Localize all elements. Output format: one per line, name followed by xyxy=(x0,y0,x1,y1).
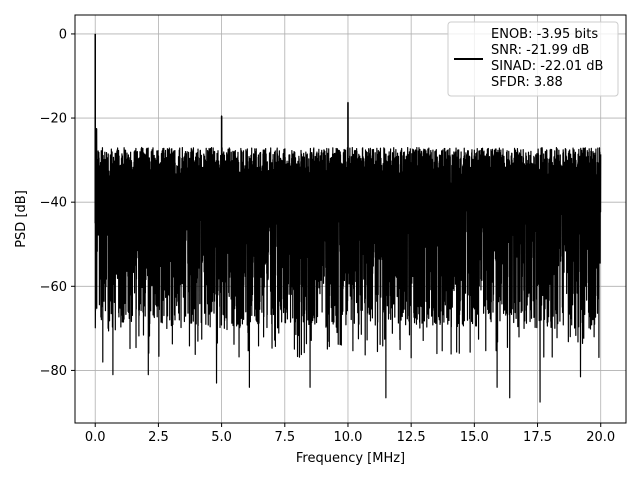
y-tick-label: −20 xyxy=(40,112,67,127)
y-axis-label: PSD [dB] xyxy=(14,190,29,248)
series-psd xyxy=(94,33,602,403)
x-axis-label: Frequency [MHz] xyxy=(296,451,405,466)
legend-sfdr: SFDR: 3.88 xyxy=(491,75,563,90)
legend: ENOB: -3.95 bits SNR: -21.99 dB SINAD: -… xyxy=(447,21,619,97)
x-tick-label: 0.0 xyxy=(85,430,106,445)
y-tick-label: 0 xyxy=(59,27,67,42)
x-tick-label: 17.5 xyxy=(523,430,552,445)
y-axis-ticks: 0 −20 −40 −60 −80 xyxy=(40,27,75,379)
legend-enob: ENOB: -3.95 bits xyxy=(491,27,598,42)
x-tick-label: 7.5 xyxy=(274,430,295,445)
x-tick-label: 5.0 xyxy=(211,430,232,445)
x-tick-label: 20.0 xyxy=(586,430,615,445)
x-axis-ticks: 0.0 2.5 5.0 7.5 10.0 12.5 15.0 17.5 20.0 xyxy=(85,423,615,445)
y-tick-label: −80 xyxy=(40,364,67,379)
x-tick-label: 12.5 xyxy=(397,430,426,445)
plot-frame xyxy=(74,14,627,424)
legend-snr: SNR: -21.99 dB xyxy=(491,43,589,58)
y-tick-label: −40 xyxy=(40,196,67,211)
legend-sinad: SINAD: -22.01 dB xyxy=(491,59,603,74)
x-tick-label: 10.0 xyxy=(333,430,362,445)
x-tick-label: 2.5 xyxy=(148,430,169,445)
x-tick-label: 15.0 xyxy=(460,430,489,445)
legend-box xyxy=(447,21,619,97)
y-tick-label: −60 xyxy=(40,280,67,295)
